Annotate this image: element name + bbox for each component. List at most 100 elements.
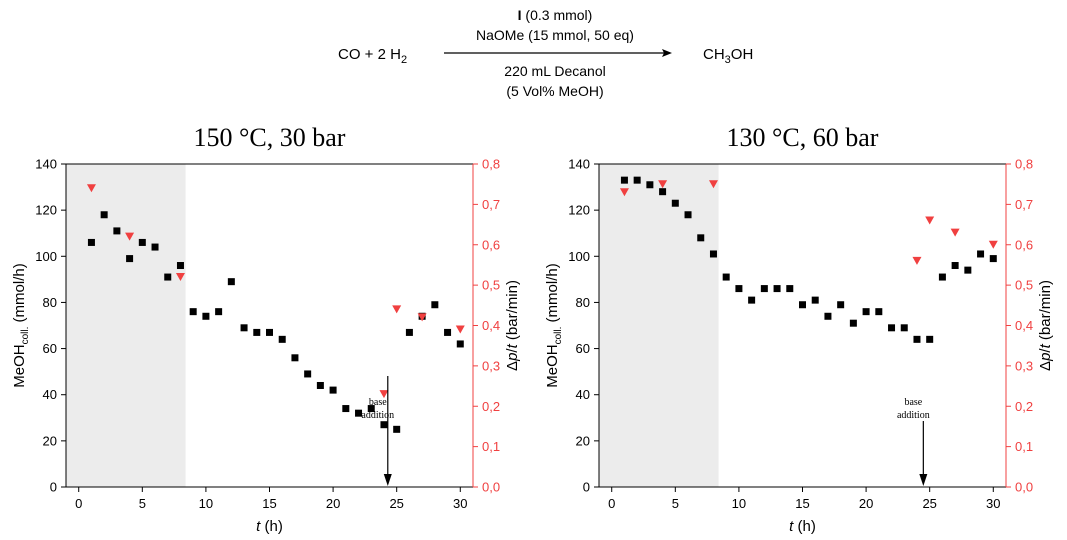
data-point-meoh bbox=[393, 425, 401, 433]
x-tick-label: 15 bbox=[795, 496, 809, 511]
data-point-dp bbox=[175, 273, 185, 282]
data-point-meoh bbox=[189, 308, 197, 316]
y-axis-label-subscript: coll. bbox=[553, 327, 564, 345]
y2-axis-label-t: t bbox=[504, 343, 521, 348]
x-axis-label-var: t bbox=[256, 518, 261, 535]
data-point-meoh bbox=[773, 285, 781, 293]
data-point-dp bbox=[417, 313, 427, 322]
y2-tick-label: 0,4 bbox=[1015, 318, 1033, 333]
data-point-dp bbox=[379, 390, 389, 399]
y2-tick-label: 0,7 bbox=[482, 197, 500, 212]
data-point-dp bbox=[86, 184, 96, 193]
y-tick-label: 60 bbox=[43, 341, 57, 356]
scheme-product-subscript: 3 bbox=[725, 54, 731, 66]
y2-tick-label: 0,3 bbox=[482, 358, 500, 373]
data-point-meoh bbox=[862, 308, 870, 316]
data-point-meoh bbox=[291, 354, 299, 362]
y-tick-label: 120 bbox=[568, 203, 590, 218]
scheme-catalyst-amount: (0.3 mmol) bbox=[522, 7, 593, 23]
y-axis-label-main: MeOH bbox=[544, 344, 561, 387]
data-point-meoh bbox=[900, 324, 908, 332]
y-tick-label: 80 bbox=[576, 295, 590, 310]
y2-tick-label: 0,2 bbox=[1015, 399, 1033, 414]
y2-tick-label: 0,1 bbox=[482, 439, 500, 454]
data-point-meoh bbox=[671, 199, 679, 207]
x-tick-label: 30 bbox=[453, 496, 467, 511]
scheme-solvent: 220 mL Decanol bbox=[504, 63, 605, 79]
y2-tick-label: 0,2 bbox=[482, 399, 500, 414]
y-tick-label: 140 bbox=[568, 157, 590, 172]
scheme-reactants-subscript: 2 bbox=[401, 54, 407, 66]
data-point-meoh bbox=[100, 211, 108, 219]
x-tick-label: 15 bbox=[262, 496, 276, 511]
reaction-arrow-head bbox=[662, 49, 672, 57]
scheme-reactants: CO + 2 H2 bbox=[338, 46, 407, 66]
data-point-meoh bbox=[811, 296, 819, 304]
data-point-meoh bbox=[697, 234, 705, 242]
y-axis-label-subscript: coll. bbox=[20, 327, 31, 345]
data-point-meoh bbox=[138, 238, 146, 246]
x-axis-label-var: t bbox=[789, 518, 794, 535]
x-tick-label: 5 bbox=[139, 496, 146, 511]
y2-axis-label-p: p bbox=[1037, 353, 1054, 362]
y-axis-label-unit: (mmol/h) bbox=[11, 263, 28, 326]
data-point-meoh bbox=[659, 188, 667, 196]
data-point-meoh bbox=[304, 370, 312, 378]
annotation-base-text: base bbox=[369, 397, 387, 408]
y2-tick-label: 0,3 bbox=[1015, 358, 1033, 373]
data-point-meoh bbox=[964, 266, 972, 274]
y-tick-label: 120 bbox=[35, 203, 57, 218]
y2-axis-label: Δp/t (bar/min) bbox=[1037, 280, 1054, 371]
data-point-dp bbox=[912, 256, 922, 265]
y2-tick-label: 0,4 bbox=[482, 318, 500, 333]
data-point-meoh bbox=[888, 324, 896, 332]
y2-tick-label: 0,8 bbox=[1015, 157, 1033, 172]
y2-axis-label-delta: Δ bbox=[1037, 361, 1054, 371]
scheme-base: NaOMe (15 mmol, 50 eq) bbox=[476, 27, 634, 43]
data-point-meoh bbox=[786, 285, 794, 293]
y2-axis-label-p: p bbox=[504, 353, 521, 362]
data-point-meoh bbox=[380, 421, 388, 429]
data-point-meoh bbox=[202, 312, 210, 320]
y2-axis-label-delta: Δ bbox=[504, 361, 521, 371]
data-point-dp bbox=[925, 216, 935, 225]
data-point-meoh bbox=[735, 285, 743, 293]
data-point-dp bbox=[455, 325, 465, 334]
x-axis-label-unit: (h) bbox=[793, 518, 816, 535]
x-tick-label: 30 bbox=[986, 496, 1000, 511]
data-point-meoh bbox=[444, 328, 452, 336]
data-point-meoh bbox=[342, 405, 350, 413]
scheme-reagent-line-1: I (0.3 mmol) bbox=[518, 7, 593, 23]
scheme-additive: (5 Vol% MeOH) bbox=[506, 83, 603, 99]
scheme-product: CH3OH bbox=[703, 46, 753, 66]
data-point-meoh bbox=[431, 301, 439, 309]
data-point-meoh bbox=[875, 308, 883, 316]
data-point-meoh bbox=[926, 335, 934, 343]
data-point-meoh bbox=[355, 409, 363, 417]
x-tick-label: 5 bbox=[672, 496, 679, 511]
y-tick-label: 140 bbox=[35, 157, 57, 172]
y-tick-label: 20 bbox=[43, 433, 57, 448]
x-tick-label: 20 bbox=[326, 496, 340, 511]
y2-tick-label: 0,1 bbox=[1015, 439, 1033, 454]
data-point-meoh bbox=[824, 312, 832, 320]
y2-tick-label: 0,5 bbox=[482, 278, 500, 293]
y-tick-label: 100 bbox=[35, 249, 57, 264]
data-point-meoh bbox=[367, 405, 375, 413]
data-point-dp bbox=[988, 240, 998, 249]
data-point-meoh bbox=[849, 319, 857, 327]
y-tick-label: 80 bbox=[43, 295, 57, 310]
y2-tick-label: 0,6 bbox=[482, 237, 500, 252]
data-point-meoh bbox=[253, 328, 261, 336]
y-tick-label: 0 bbox=[583, 480, 590, 495]
x-tick-label: 10 bbox=[732, 496, 746, 511]
y2-axis-label: Δp/t (bar/min) bbox=[504, 280, 521, 371]
chart-title: 150 °C, 30 bar bbox=[194, 123, 346, 152]
data-point-meoh bbox=[151, 243, 159, 251]
y2-tick-label: 0,5 bbox=[1015, 278, 1033, 293]
y2-axis-label-unit: (bar/min) bbox=[1037, 280, 1054, 344]
data-point-dp bbox=[125, 232, 135, 241]
data-point-dp bbox=[658, 180, 668, 189]
data-point-dp bbox=[392, 305, 402, 314]
data-point-meoh bbox=[113, 227, 121, 235]
